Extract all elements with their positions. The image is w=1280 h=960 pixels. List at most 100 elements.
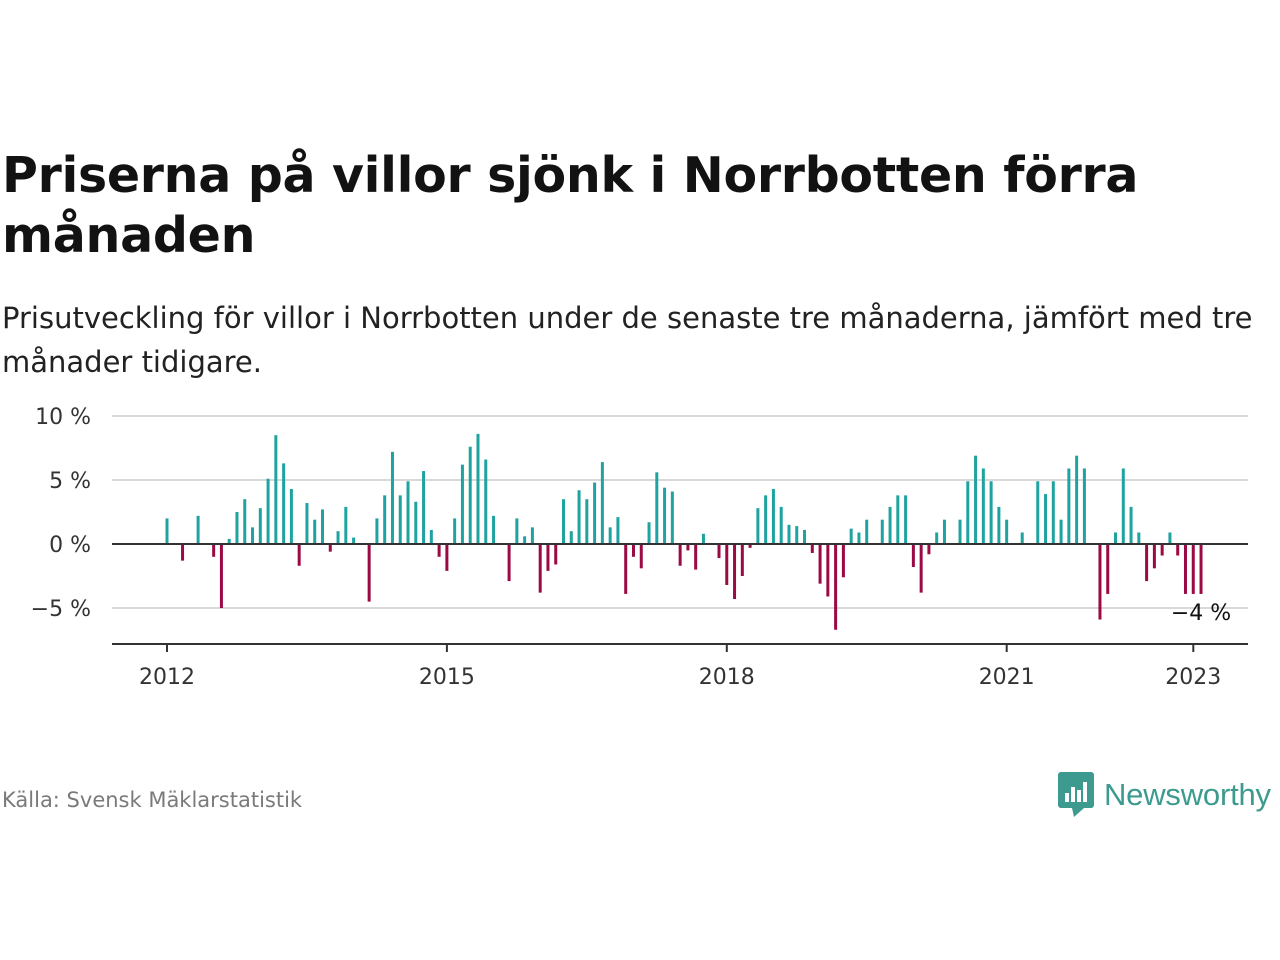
bar [733, 544, 737, 600]
bar [383, 495, 387, 544]
bar [406, 481, 410, 544]
bar [1098, 544, 1102, 620]
bar [974, 455, 978, 544]
chart-subtitle: Prisutveckling för villor i Norrbotten u… [2, 301, 1253, 379]
x-tick-label: 2018 [699, 665, 755, 690]
bar [429, 529, 433, 544]
bar [1152, 544, 1156, 569]
bar [624, 544, 628, 594]
bar [1036, 481, 1040, 544]
bar [523, 536, 527, 544]
bar [911, 544, 915, 568]
bar [515, 518, 519, 544]
x-tick-label: 2021 [979, 665, 1035, 690]
bar [670, 491, 674, 544]
bar [212, 544, 216, 557]
bar-chart: 10 % 5 % 0 % −5 % 2012 2015 2018 2021 2023 −4 % [31, 405, 1248, 690]
x-tick-label: 2023 [1165, 665, 1221, 690]
annotations: −4 % [1171, 601, 1231, 626]
bar [725, 544, 729, 585]
bars [165, 433, 1203, 630]
bar [694, 544, 698, 570]
bar [1199, 544, 1203, 594]
bar [927, 544, 931, 555]
bar [562, 499, 566, 544]
bar [352, 537, 356, 544]
bar [320, 509, 324, 544]
bar [235, 512, 239, 544]
bar [771, 488, 775, 544]
bar [577, 490, 581, 544]
bar [1145, 544, 1149, 582]
brand-name: Newsworthy [1104, 777, 1271, 812]
y-tick-label: −5 % [31, 597, 91, 622]
bar [958, 519, 962, 544]
bar [1067, 468, 1071, 544]
bar [453, 518, 457, 544]
bar [904, 495, 908, 544]
bar [1114, 532, 1118, 544]
bar [243, 499, 247, 544]
bar [484, 459, 488, 544]
grid-lines [112, 415, 1248, 609]
bar [803, 529, 807, 544]
bar [826, 544, 830, 597]
x-tick-label: 2012 [139, 665, 195, 690]
bar [795, 526, 799, 544]
bar [460, 464, 464, 544]
bar [251, 527, 255, 544]
bar [593, 482, 597, 544]
bar [935, 532, 939, 544]
bar [779, 506, 783, 544]
bar [266, 478, 270, 544]
bar [1176, 544, 1180, 556]
bar [647, 522, 651, 544]
bar [655, 472, 659, 544]
bar [367, 544, 371, 602]
bar [398, 495, 402, 544]
bar [865, 519, 869, 544]
bar [678, 544, 682, 566]
bar [600, 462, 604, 544]
bar [717, 544, 721, 559]
bar [1129, 506, 1133, 544]
bar [227, 538, 231, 544]
bar [289, 488, 293, 544]
bar [857, 532, 861, 544]
bar [834, 544, 838, 630]
axes [112, 543, 1248, 652]
y-tick-label: 5 % [49, 469, 91, 494]
bar [981, 468, 985, 544]
bar [1051, 481, 1055, 544]
bar [476, 433, 480, 544]
brand-logo: Newsworthy [1058, 772, 1271, 818]
bar [880, 519, 884, 544]
bar [165, 518, 169, 544]
bar [507, 544, 511, 582]
bar [810, 544, 814, 553]
bar [631, 544, 635, 557]
bar [942, 519, 946, 544]
bar [336, 531, 340, 544]
y-axis-labels: 10 % 5 % 0 % −5 % [31, 405, 91, 622]
bar [569, 531, 573, 544]
bar [258, 508, 262, 544]
bar [1183, 544, 1187, 594]
bar [966, 481, 970, 544]
bar [305, 503, 309, 544]
bar [787, 524, 791, 544]
bar [888, 506, 892, 544]
last-value-annotation: −4 % [1171, 601, 1231, 626]
y-tick-label: 0 % [49, 533, 91, 558]
bar [390, 451, 394, 544]
bar [1005, 519, 1009, 544]
bar [1168, 532, 1172, 544]
bar [445, 544, 449, 571]
y-tick-label: 10 % [35, 405, 91, 430]
bar [313, 519, 317, 544]
bar [748, 544, 752, 548]
bar [616, 517, 620, 544]
bar [919, 544, 923, 593]
bar [686, 544, 690, 551]
x-tick-label: 2015 [419, 665, 475, 690]
